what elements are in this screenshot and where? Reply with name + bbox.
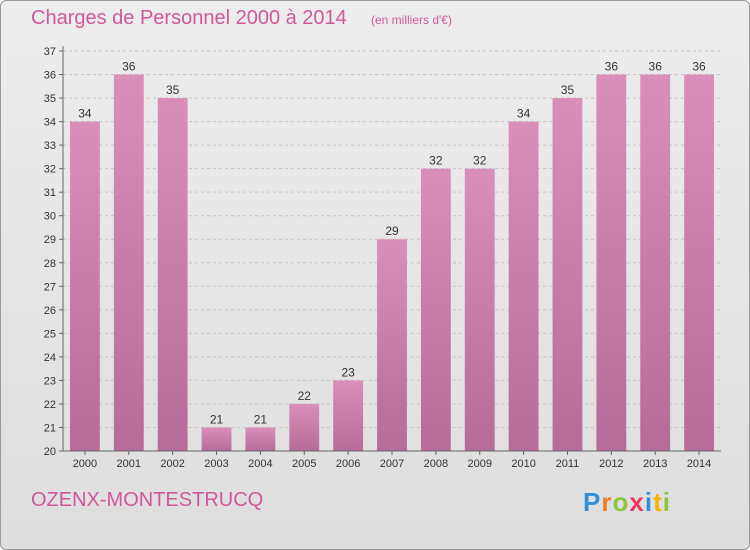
- bar: [552, 98, 583, 451]
- y-tick-label: 24: [44, 352, 56, 364]
- bar-value-label: 36: [605, 60, 619, 74]
- logo-letter: i: [644, 487, 654, 517]
- bar: [289, 403, 320, 451]
- bar-value-label: 29: [385, 224, 399, 238]
- chart-unit: (en milliers d'€): [371, 13, 452, 27]
- y-tick-label: 25: [44, 328, 56, 340]
- x-tick-label: 2007: [380, 458, 404, 470]
- x-tick-label: 2000: [73, 458, 97, 470]
- bar: [377, 239, 407, 451]
- y-tick-label: 34: [44, 117, 56, 129]
- bar-value-label: 35: [166, 83, 180, 97]
- bar: [113, 74, 144, 451]
- bar: [157, 98, 188, 451]
- bar: [70, 121, 100, 452]
- y-tick-label: 20: [44, 446, 56, 458]
- x-tick-label: 2011: [556, 458, 580, 470]
- x-tick-label: 2005: [292, 458, 316, 470]
- x-tick-label: 2012: [599, 458, 623, 470]
- logo-letter: x: [629, 487, 645, 517]
- logo-letter: o: [612, 487, 630, 517]
- bar: [333, 380, 364, 451]
- bar: [508, 121, 539, 452]
- y-tick-label: 22: [44, 399, 56, 411]
- bar-value-label: 23: [341, 365, 355, 379]
- y-tick-label: 32: [44, 164, 56, 176]
- x-tick-label: 2008: [424, 458, 448, 470]
- logo-letter: i: [662, 487, 671, 517]
- bar: [596, 74, 627, 451]
- bar: [640, 74, 671, 451]
- y-tick-label: 26: [44, 305, 56, 317]
- y-tick-label: 30: [44, 211, 56, 223]
- bar-value-label: 32: [473, 154, 487, 168]
- y-tick-label: 27: [44, 281, 56, 293]
- x-tick-label: 2006: [336, 458, 360, 470]
- x-tick-label: 2003: [204, 458, 228, 470]
- bar-value-label: 36: [122, 60, 136, 74]
- bar-value-label: 21: [254, 412, 268, 426]
- x-tick-label: 2009: [467, 458, 491, 470]
- bar: [201, 427, 232, 451]
- bar-value-label: 36: [649, 60, 663, 74]
- bar-value-label: 34: [517, 107, 531, 121]
- bar-value-label: 36: [692, 60, 706, 74]
- x-tick-label: 2004: [248, 458, 272, 470]
- bar-value-label: 22: [298, 389, 312, 403]
- logo-letter: r: [601, 487, 613, 517]
- y-tick-label: 31: [44, 187, 56, 199]
- x-tick-label: 2010: [511, 458, 535, 470]
- y-tick-label: 28: [44, 258, 56, 270]
- bar-value-label: 34: [78, 107, 92, 121]
- x-tick-label: 2002: [160, 458, 184, 470]
- bar: [245, 427, 276, 451]
- bar: [420, 168, 451, 451]
- bar: [684, 74, 714, 451]
- x-tick-label: 2014: [687, 458, 711, 470]
- bar-value-label: 35: [561, 83, 575, 97]
- y-tick-label: 36: [44, 70, 56, 82]
- bar-value-label: 21: [210, 412, 224, 426]
- chart-title: Charges de Personnel 2000 à 2014: [31, 7, 347, 29]
- y-tick-label: 29: [44, 234, 56, 246]
- y-tick-label: 23: [44, 375, 56, 387]
- commune-name: OZENX-MONTESTRUCQ: [31, 489, 264, 511]
- logo-letter: t: [653, 487, 663, 517]
- y-tick-label: 33: [44, 140, 56, 152]
- bar: [464, 168, 495, 451]
- bar-value-label: 32: [429, 154, 443, 168]
- x-tick-label: 2001: [117, 458, 141, 470]
- logo-letter: P: [583, 487, 602, 517]
- y-tick-label: 37: [44, 46, 56, 58]
- y-tick-label: 35: [44, 93, 56, 105]
- y-tick-label: 21: [44, 422, 56, 434]
- x-tick-label: 2013: [643, 458, 667, 470]
- proxiti-logo: Proxiti: [583, 487, 671, 518]
